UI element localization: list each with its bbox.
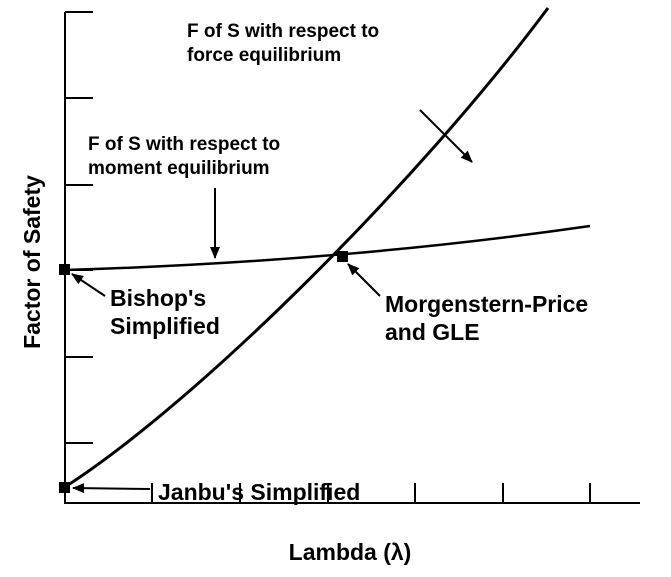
axes (64, 11, 640, 504)
arrow (71, 273, 106, 297)
arrow (347, 263, 381, 297)
annotation: and GLE (385, 319, 480, 345)
annotation: moment equilibrium (88, 158, 270, 179)
axis-lines (64, 12, 640, 504)
y-axis-label: Factor of Safety (19, 175, 45, 349)
x-ticks (151, 483, 591, 503)
force-curve (64, 7, 550, 489)
arrow (419, 109, 473, 163)
annotation: Janbu's Simplified (158, 479, 360, 505)
annotation: Bishop's (110, 285, 206, 311)
intersection-point (337, 251, 348, 262)
moment-curve (64, 224, 591, 272)
annotation: Simplified (110, 313, 220, 339)
annotation: F of S with respect to (88, 134, 280, 155)
annotation: Morgenstern-Price (385, 291, 588, 317)
y-ticks (65, 11, 93, 444)
annotation: force equilibrium (187, 45, 341, 66)
bishop-point (59, 264, 70, 275)
annotation: F of S with respect to (187, 21, 379, 42)
janbu-point (59, 482, 70, 493)
x-axis-label: Lambda (λ) (289, 539, 412, 565)
arrow (72, 483, 151, 494)
